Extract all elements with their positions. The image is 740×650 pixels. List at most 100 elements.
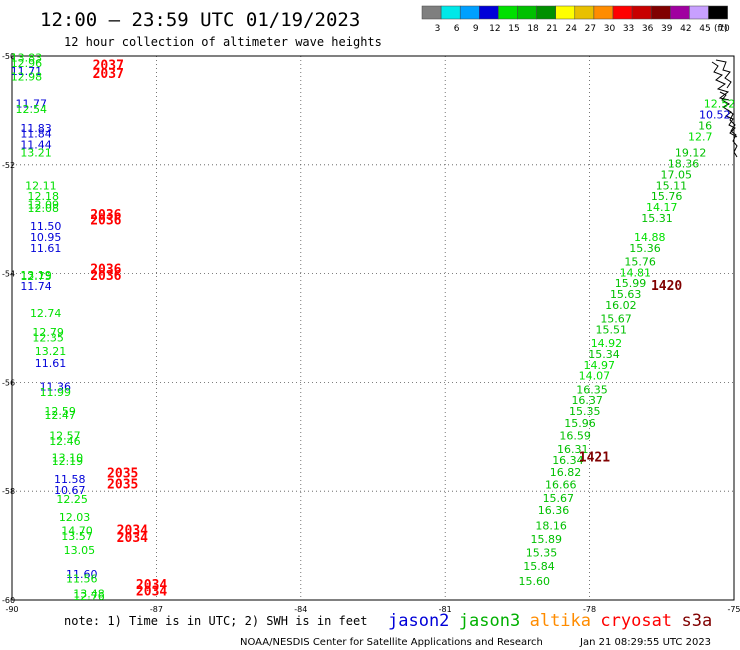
legend-swatch	[670, 5, 690, 20]
wave-height-label: 15.67	[600, 313, 632, 326]
wave-height-label: 16.02	[605, 299, 637, 312]
legend-bin-label: 15	[508, 24, 519, 34]
wave-height-label: 13.83	[11, 51, 43, 64]
wave-height-label: 12.74	[30, 307, 62, 320]
wave-height-label: 14.92	[591, 337, 623, 350]
wave-height-label: 12.25	[56, 493, 88, 506]
wave-height-label: 12.52	[704, 98, 736, 111]
y-tick-label: -60	[2, 596, 15, 605]
pass-time-label: 2036	[90, 263, 121, 278]
wave-height-label: 12.7	[688, 130, 713, 143]
wave-height-label: 12.75	[20, 270, 52, 283]
legend-bin-label: 36	[642, 24, 654, 34]
pass-time-label: 2035	[107, 467, 138, 482]
wave-height-label: 14.17	[646, 201, 678, 214]
wave-height-label: 16.31	[557, 443, 589, 456]
wave-height-label: 11.74	[20, 280, 52, 293]
wave-height-label: 16.36	[538, 504, 570, 517]
satellite-label: altika	[530, 611, 591, 631]
x-tick-label: -78	[583, 605, 596, 614]
wave-height-label: 19.12	[675, 147, 707, 160]
pass-time-label: 1420	[651, 279, 682, 294]
wave-height-label: 18.36	[668, 158, 700, 171]
wave-height-label: 15.60	[518, 575, 550, 588]
x-tick-label: -75	[727, 605, 740, 614]
legend-bin-label: 12	[489, 24, 500, 34]
wave-height-label: 13.57	[61, 530, 93, 543]
wave-height-label: 12.47	[44, 409, 76, 422]
wave-height-label: 10.67	[54, 484, 86, 497]
legend-swatch	[536, 5, 556, 20]
wave-height-label: 12.54	[16, 103, 48, 116]
wave-height-label: 16	[698, 119, 712, 132]
wave-height-label: 15.35	[526, 546, 558, 559]
wave-height-label: 11.60	[66, 568, 98, 581]
legend-swatch	[459, 5, 480, 20]
wave-height-label: 14.70	[61, 525, 93, 538]
legend-bin-label: 45	[699, 24, 710, 34]
x-tick-label: -81	[439, 605, 452, 614]
wave-height-label: 13.10	[52, 451, 84, 464]
pass-time-label: 1421	[579, 450, 610, 465]
wave-height-label: 11.61	[35, 357, 67, 370]
y-tick-label: -56	[2, 378, 15, 387]
legend-bin-label: 42	[680, 24, 691, 34]
wave-height-label: 12.19	[52, 455, 84, 468]
wave-height-label: 11.56	[66, 573, 98, 586]
wave-height-label: 18.16	[535, 519, 567, 532]
y-tick-label: -58	[2, 487, 15, 496]
wave-height-label: 16.82	[550, 466, 582, 479]
wave-height-label: 12.08	[28, 202, 60, 215]
wave-height-label: 12.59	[44, 405, 76, 418]
y-tick-label: -50	[2, 52, 15, 61]
wave-height-label: 17.05	[660, 168, 692, 181]
legend-swatch	[421, 5, 442, 20]
coastline-shape	[711, 59, 738, 158]
pass-time-labels: 2037203720362036203620362035203520342034…	[90, 59, 682, 600]
legend-swatch	[555, 5, 576, 20]
pass-time-label: 2034	[117, 524, 148, 539]
legend-swatch	[517, 5, 537, 20]
wave-height-label: 15.31	[641, 212, 673, 225]
wave-height-label: 12.96	[11, 57, 43, 70]
pass-time-label: 2035	[107, 477, 138, 492]
satellite-label: jason2	[388, 611, 449, 631]
wave-height-label: 10.52	[699, 109, 731, 122]
y-tick-label: -52	[2, 161, 15, 170]
legend-bin-label: 27	[585, 24, 596, 34]
footer-credit: NOAA/NESDIS Center for Satellite Applica…	[240, 637, 543, 648]
wave-height-label: 15.89	[531, 533, 563, 546]
satellite-label: cryosat	[600, 611, 672, 631]
wave-height-label: 10.95	[30, 231, 62, 244]
legend-bin-label: 21	[546, 24, 557, 34]
wave-height-label: 11.50	[30, 220, 62, 233]
wave-height-label: 15.76	[651, 190, 683, 203]
wave-height-label: 11.44	[20, 138, 52, 151]
footer-note: note: 1) Time is in UTC; 2) SWH is in fe…	[64, 614, 367, 628]
legend-swatch	[440, 5, 461, 20]
wave-height-label: 11.58	[54, 473, 86, 486]
legend-unit: (ft)	[714, 24, 728, 34]
wave-height-label: 15.11	[656, 179, 688, 192]
satellite-legend: jason2 jason3 altika cryosat s3a	[388, 611, 712, 631]
wave-height-label: 15.35	[569, 405, 601, 418]
wave-height-label: 12.57	[49, 430, 81, 443]
wave-height-label: 12.03	[59, 511, 91, 524]
pass-time-label: 2036	[90, 208, 121, 223]
wave-height-label: 16.59	[559, 430, 591, 443]
wave-height-label: 13.21	[35, 345, 67, 358]
legend-bin-label: 33	[623, 24, 634, 34]
wave-height-label: 12.09	[28, 198, 60, 211]
legend-bin-label: 24	[566, 24, 578, 34]
x-tick-label: -84	[294, 605, 307, 614]
legend-bin-label: 6	[454, 24, 460, 34]
wave-height-label: 15.99	[615, 277, 647, 290]
axis-ticks: -90 -87 -84 -81 -78 -75 -50 -52 -54 -56 -58 -60	[2, 52, 740, 614]
wave-height-label: 14.07	[579, 370, 611, 383]
satellite-label: jason3	[459, 611, 520, 631]
legend-bin-label: 30	[604, 24, 616, 34]
legend-swatch	[574, 5, 595, 20]
wave-height-label: 15.34	[588, 348, 620, 361]
wave-height-label: 11.84	[20, 128, 52, 141]
legend-swatch	[479, 5, 499, 20]
